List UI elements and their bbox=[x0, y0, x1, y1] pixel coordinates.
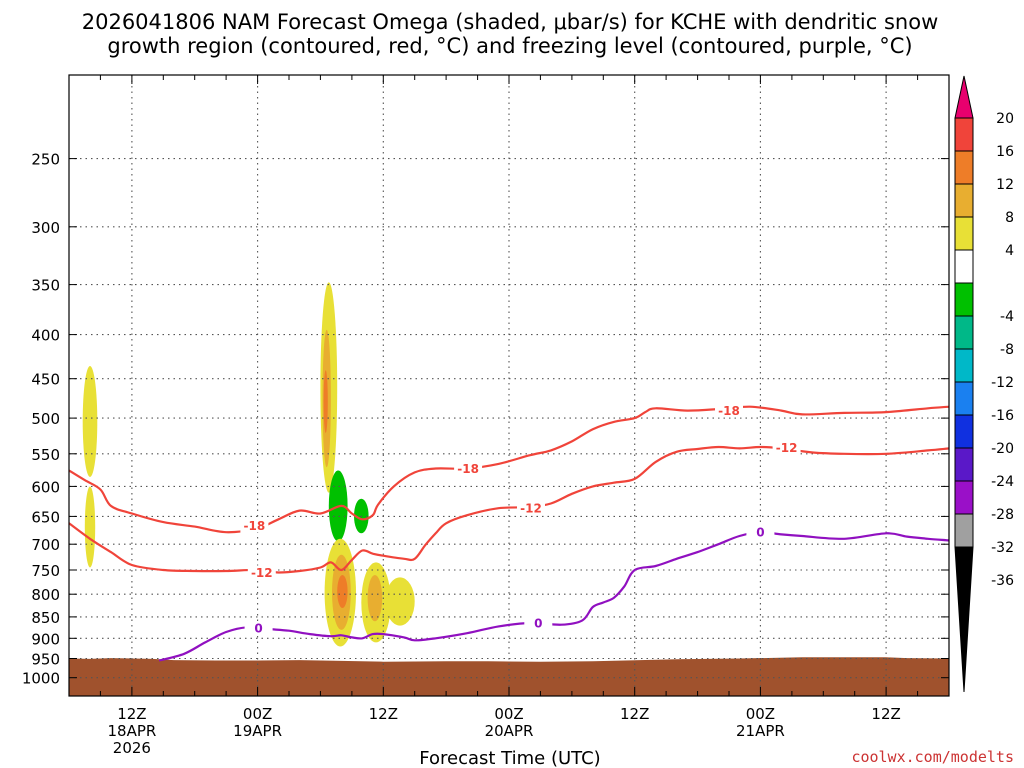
plot-frame bbox=[68, 74, 950, 697]
x-tick-label: 12Z bbox=[117, 705, 146, 723]
y-tick-label: 500 bbox=[31, 410, 60, 428]
colorbar-bin bbox=[954, 282, 974, 317]
colorbar-bin bbox=[954, 348, 974, 383]
y-tick-label: 1000 bbox=[22, 670, 60, 688]
contour-label-bg bbox=[247, 565, 276, 580]
colorbar-tick-label: 8 bbox=[1005, 210, 1014, 226]
contour-label-bg bbox=[746, 525, 775, 540]
y-tick-label: 950 bbox=[31, 651, 60, 669]
contour-line--18 bbox=[69, 405, 949, 534]
colorbar-tick-label: -8 bbox=[1000, 342, 1014, 358]
colorbar-tick-label: -32 bbox=[991, 540, 1014, 556]
contour-label-bg bbox=[715, 403, 743, 418]
y-tick-label: 600 bbox=[31, 478, 60, 496]
colorbar-tick-label: 12 bbox=[996, 177, 1014, 193]
chart-title-line2: growth region (contoured, red, °C) and f… bbox=[107, 34, 912, 58]
x-tick-label: 00Z bbox=[746, 705, 775, 723]
contour-label: 0 bbox=[534, 617, 542, 631]
x-tick-label: 21APR bbox=[736, 722, 785, 740]
colorbar-extend-low bbox=[954, 546, 974, 693]
contour-label: 0 bbox=[756, 526, 764, 540]
colorbar-bin bbox=[954, 150, 974, 185]
omega-shading bbox=[82, 282, 415, 647]
contour-label: -18 bbox=[457, 462, 479, 476]
colorbar-bin bbox=[954, 381, 974, 416]
x-tick-label: 18APR bbox=[107, 722, 156, 740]
y-axis: 250 300 350 400 450 500 550 600 650 700 750 800 850 9… bbox=[22, 151, 949, 688]
contour-label: -18 bbox=[244, 519, 266, 533]
colorbar-tick-label: 20 bbox=[996, 111, 1014, 127]
contour-label: -12 bbox=[251, 566, 273, 580]
credit-text: coolwx.com/modelts bbox=[851, 748, 1014, 766]
x-tick-label: 12Z bbox=[871, 705, 900, 723]
colorbar-bin bbox=[954, 117, 974, 152]
contour-label: -12 bbox=[776, 441, 798, 455]
y-tick-label: 400 bbox=[31, 327, 60, 345]
y-tick-label: 650 bbox=[31, 508, 60, 526]
x-tick-label: 19APR bbox=[233, 722, 282, 740]
omega-region-4 bbox=[323, 370, 328, 433]
grid bbox=[69, 75, 949, 696]
contour-label-bg bbox=[244, 621, 273, 636]
colorbar-tick-label: -24 bbox=[991, 474, 1014, 490]
y-tick-label: 250 bbox=[31, 151, 60, 169]
colorbar-bin bbox=[954, 447, 974, 482]
colorbar-tick-label: -12 bbox=[991, 375, 1014, 391]
chart-title-line1: 2026041806 NAM Forecast Omega (shaded, μ… bbox=[82, 10, 939, 34]
y-tick-label: 900 bbox=[31, 630, 60, 648]
colorbar-bin bbox=[954, 216, 974, 251]
omega-region-11 bbox=[367, 575, 383, 622]
colorbar-tick-label: -28 bbox=[991, 507, 1014, 523]
contour-label-bg bbox=[772, 440, 801, 455]
x-tick-label: 12Z bbox=[369, 705, 398, 723]
colorbar-tick-label: 16 bbox=[996, 144, 1014, 160]
colorbar-bin bbox=[954, 249, 974, 284]
colorbar-bin bbox=[954, 183, 974, 218]
colorbar-bin bbox=[954, 414, 974, 449]
omega-region-1 bbox=[84, 486, 96, 568]
y-tick-label: 850 bbox=[31, 609, 60, 627]
omega-region-12 bbox=[385, 577, 415, 626]
colorbar-tick-label: -20 bbox=[991, 441, 1014, 457]
y-tick-label: 300 bbox=[31, 219, 60, 237]
colorbar-tick-label: 4 bbox=[1005, 243, 1014, 259]
colorbar-bin bbox=[954, 480, 974, 515]
contour-label: 0 bbox=[254, 622, 262, 636]
x-tick-label: 12Z bbox=[620, 705, 649, 723]
contour-label-bg bbox=[240, 518, 269, 533]
colorbar: 20 16 12 8 4 -4 -8 -12 -16 -20 -24 -28 -32 -36 bbox=[954, 75, 1014, 693]
colorbar-bin bbox=[954, 315, 974, 350]
terrain-fill bbox=[69, 657, 949, 696]
contour-label: -18 bbox=[718, 404, 740, 418]
colorbar-tick-label: -36 bbox=[991, 573, 1014, 589]
colorbar-bin bbox=[954, 513, 974, 548]
x-tick-label: 00Z bbox=[243, 705, 272, 723]
y-tick-label: 350 bbox=[31, 277, 60, 295]
y-tick-label: 450 bbox=[31, 371, 60, 389]
contour-label: -12 bbox=[520, 502, 542, 516]
colorbar-tick-label: -16 bbox=[991, 408, 1014, 424]
y-tick-label: 800 bbox=[31, 586, 60, 604]
omega-region-9 bbox=[337, 575, 348, 608]
x-tick-label: 00Z bbox=[494, 705, 523, 723]
contour-line-0 bbox=[158, 531, 949, 662]
contour-label-bg bbox=[454, 461, 483, 476]
x-axis-title: Forecast Time (UTC) bbox=[419, 748, 600, 768]
omega-region-0 bbox=[82, 366, 98, 477]
contour-label-bg bbox=[517, 501, 545, 516]
terrain bbox=[69, 657, 949, 696]
y-tick-label: 550 bbox=[31, 446, 60, 464]
x-tick-label: 20APR bbox=[485, 722, 534, 740]
y-tick-label: 700 bbox=[31, 536, 60, 554]
colorbar-extend-high bbox=[954, 75, 974, 119]
contour-labels: -18 -18 -18 -12 -12 -12 0 0 0 bbox=[240, 403, 801, 636]
y-tick-label: 750 bbox=[31, 562, 60, 580]
contour-label-bg bbox=[524, 616, 553, 630]
colorbar-tick-label: -4 bbox=[1000, 309, 1014, 325]
x-tick-label: 2026 bbox=[113, 739, 151, 757]
